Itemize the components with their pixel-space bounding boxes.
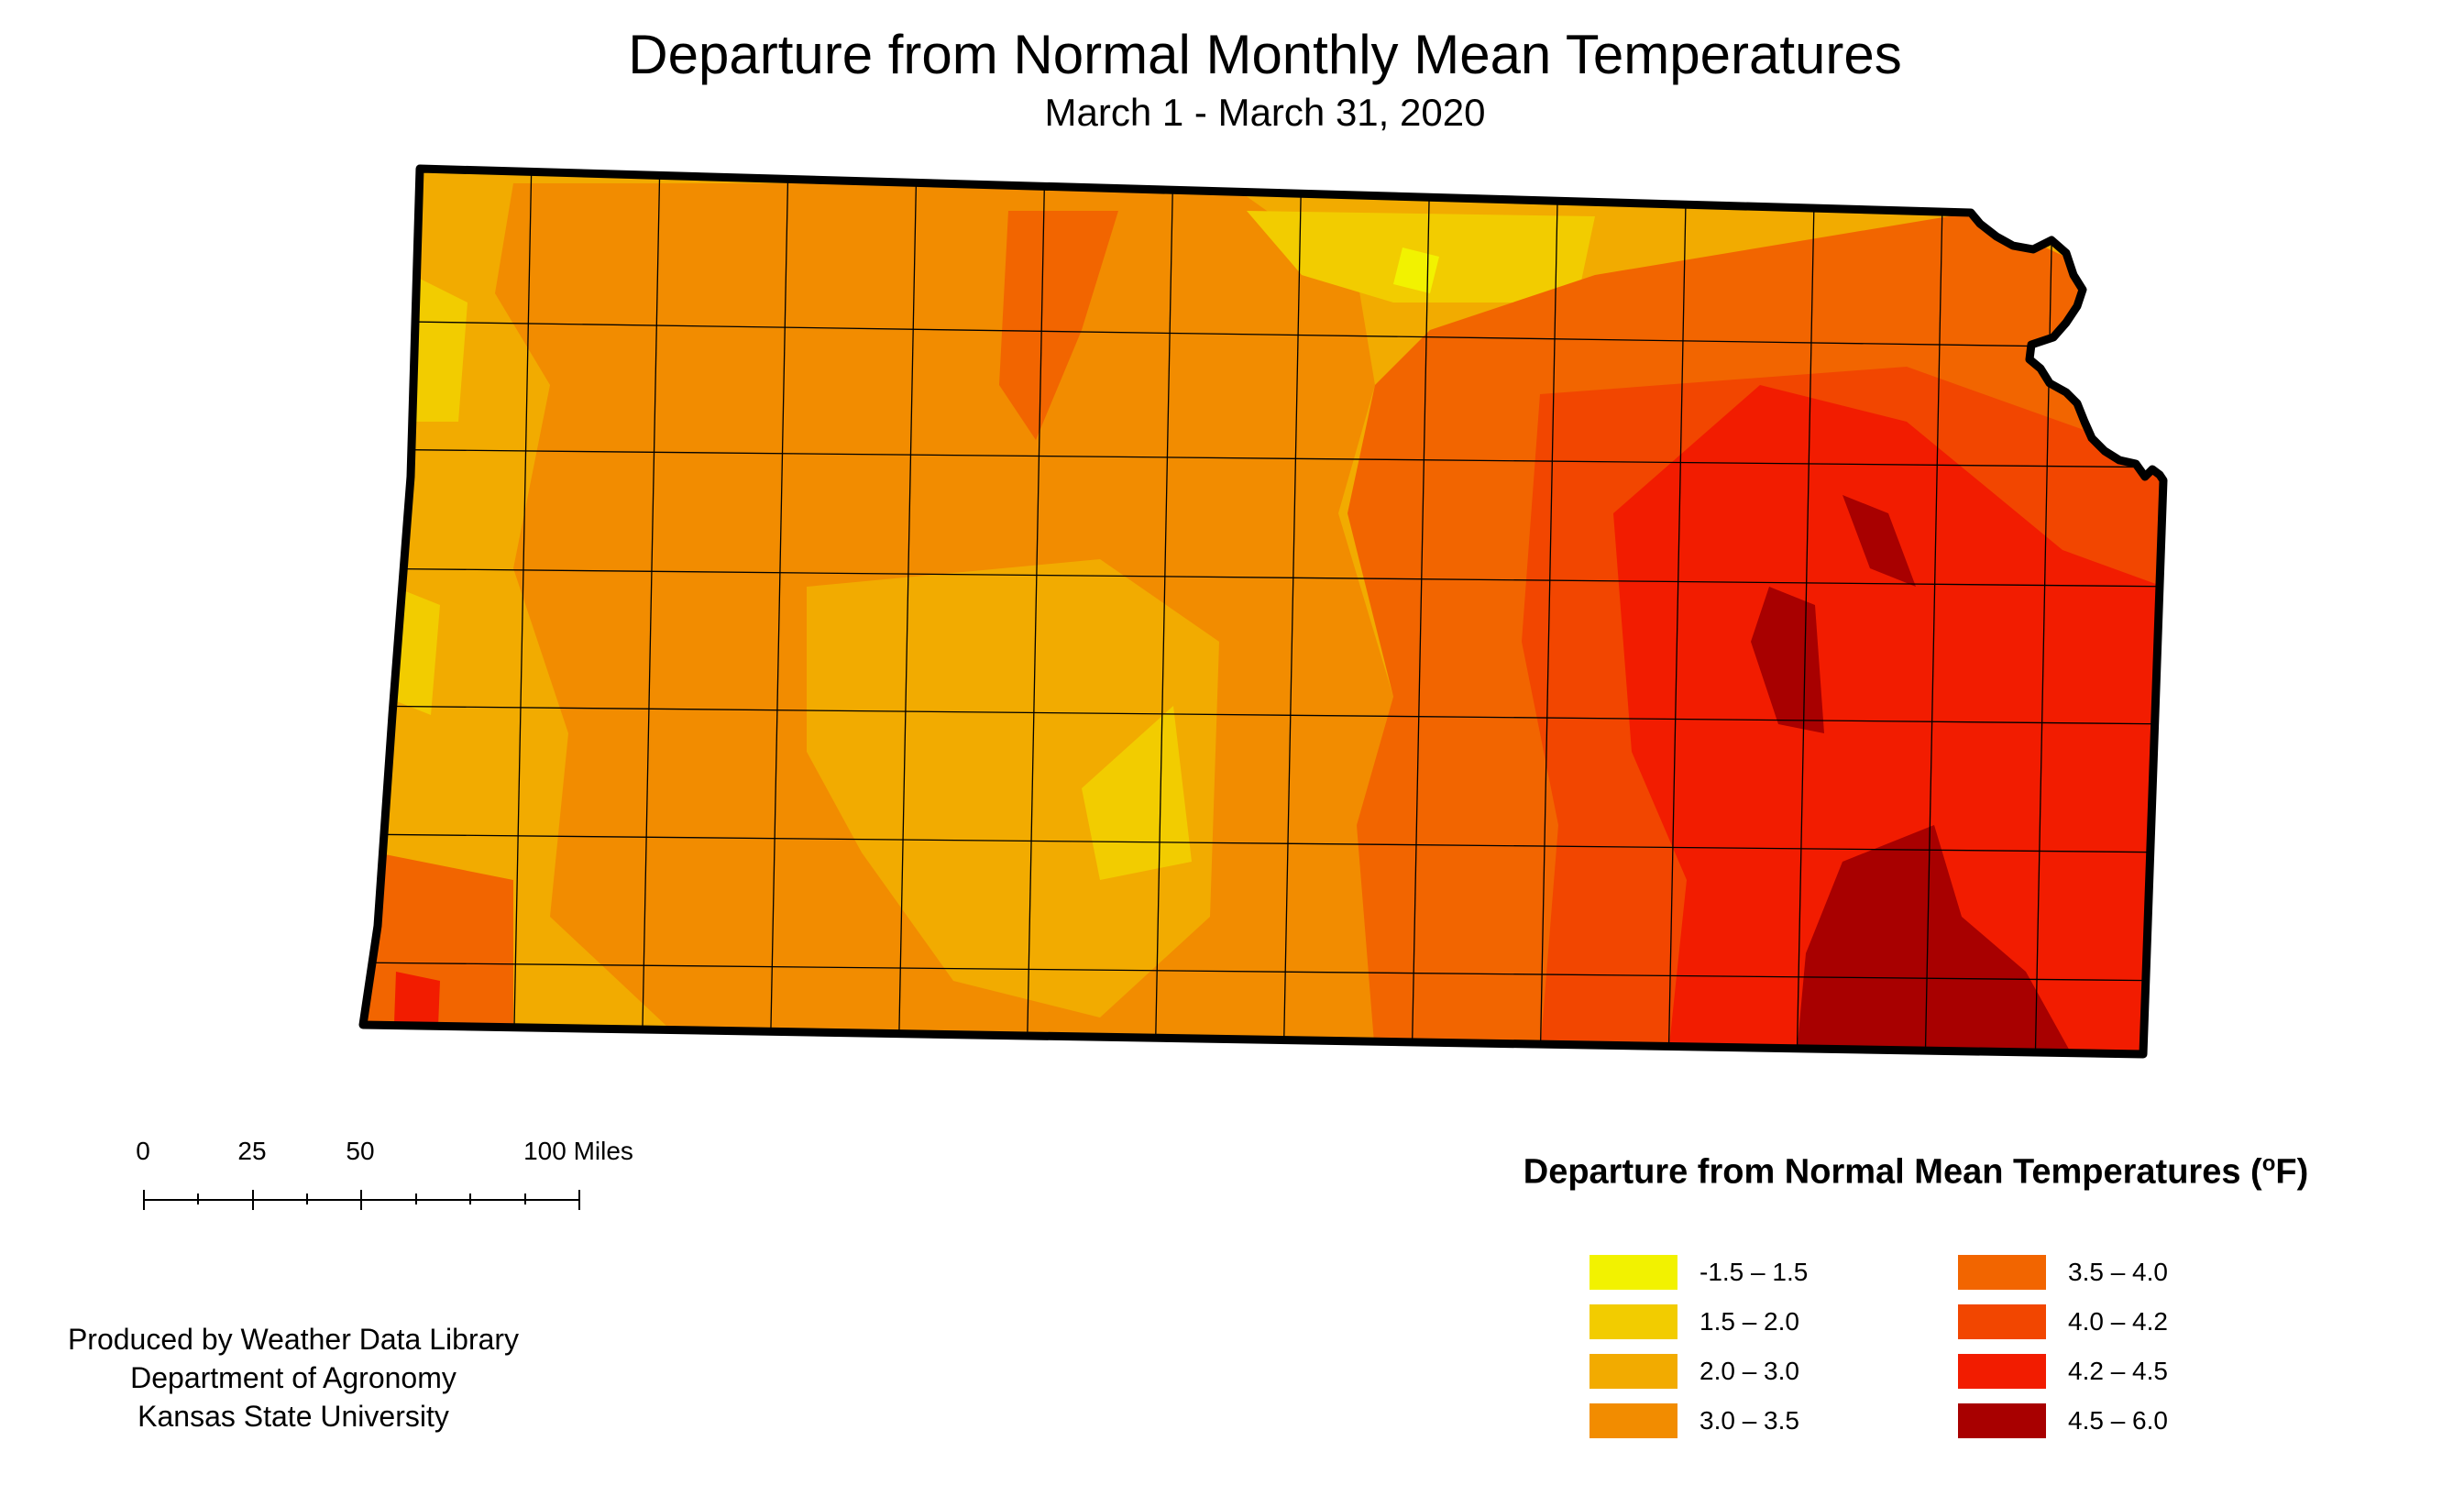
legend-label: 3.5 – 4.0 — [2068, 1258, 2168, 1286]
map-subtitle: March 1 - March 31, 2020 — [1044, 91, 1486, 134]
legend-swatch — [1590, 1255, 1678, 1290]
scale-label-25: 25 — [237, 1137, 267, 1165]
legend-item: 4.2 – 4.5 — [1958, 1353, 2168, 1390]
legend-label: -1.5 – 1.5 — [1700, 1258, 1809, 1286]
legend-title: Departure from Normal Mean Temperatures … — [1412, 1151, 2420, 1193]
credits: Produced by Weather Data Library Departm… — [55, 1320, 532, 1436]
legend-item: 3.5 – 4.0 — [1958, 1254, 2168, 1291]
county-lines — [363, 169, 2163, 1054]
scale-tick — [197, 1194, 199, 1204]
zone-4.5-6-north2 — [1842, 495, 1916, 587]
scale-bar: 0 25 50 100 Miles — [128, 1137, 633, 1228]
legend-item: 1.5 – 2.0 — [1590, 1304, 1799, 1340]
legend-degree-sup: o — [2261, 1151, 2276, 1176]
legend-item: 2.0 – 3.0 — [1590, 1353, 1799, 1390]
credit-line-1: Produced by Weather Data Library — [67, 1323, 520, 1356]
scale-tick — [360, 1190, 362, 1210]
legend-label: 4.0 – 4.2 — [2068, 1307, 2168, 1336]
legend-label: 4.5 – 6.0 — [2068, 1406, 2168, 1435]
kansas-temperature-map — [358, 164, 2168, 1059]
credit-line-3: Kansas State University — [138, 1400, 449, 1433]
kansas-state-outline — [358, 164, 2168, 1059]
zone-4.2-4.5 — [1613, 385, 2163, 1054]
scale-tick — [524, 1194, 526, 1204]
legend-label: 1.5 – 2.0 — [1700, 1307, 1799, 1336]
scale-tick — [469, 1194, 471, 1204]
scale-label-50: 50 — [346, 1137, 375, 1165]
scale-tick — [578, 1190, 580, 1210]
zone-2-3-inner — [807, 559, 1219, 1018]
legend-label: 3.0 – 3.5 — [1700, 1406, 1799, 1435]
legend-swatch — [1958, 1354, 2046, 1389]
zone-1.5-2-center — [1082, 706, 1192, 880]
scale-tick — [252, 1190, 254, 1210]
scale-label-100: 100 Miles — [523, 1137, 633, 1165]
legend-item: -1.5 – 1.5 — [1590, 1254, 1808, 1291]
legend-swatch — [1590, 1403, 1678, 1438]
legend-swatch — [1958, 1304, 2046, 1339]
zone-3.5-4-southwest — [367, 852, 513, 1036]
legend-label: 2.0 – 3.0 — [1700, 1357, 1799, 1385]
credit-line-2: Department of Agronomy — [130, 1361, 456, 1394]
scale-tick — [306, 1194, 308, 1204]
zone-4.2-4.5-sw-spot — [394, 972, 440, 1027]
legend-swatch — [1958, 1403, 2046, 1438]
legend-unit-suffix: F) — [2275, 1152, 2309, 1192]
scale-tick — [415, 1194, 417, 1204]
scale-tick — [143, 1190, 145, 1210]
legend-item: 4.5 – 6.0 — [1958, 1402, 2168, 1439]
zone-4.5-6-south — [1797, 825, 2072, 1054]
legend-swatch — [1958, 1255, 2046, 1290]
legend-title-text: Departure from Normal Mean Temperatures … — [1523, 1152, 2262, 1192]
scale-label-0: 0 — [136, 1137, 150, 1165]
legend-item: 3.0 – 3.5 — [1590, 1402, 1799, 1439]
legend-swatch — [1590, 1354, 1678, 1389]
map-title: Departure from Normal Monthly Mean Tempe… — [628, 24, 1902, 85]
legend-swatch — [1590, 1304, 1678, 1339]
legend-item: 4.0 – 4.2 — [1958, 1304, 2168, 1340]
legend-label: 4.2 – 4.5 — [2068, 1357, 2168, 1385]
zone-3.5-4-north-stripe — [999, 211, 1118, 440]
